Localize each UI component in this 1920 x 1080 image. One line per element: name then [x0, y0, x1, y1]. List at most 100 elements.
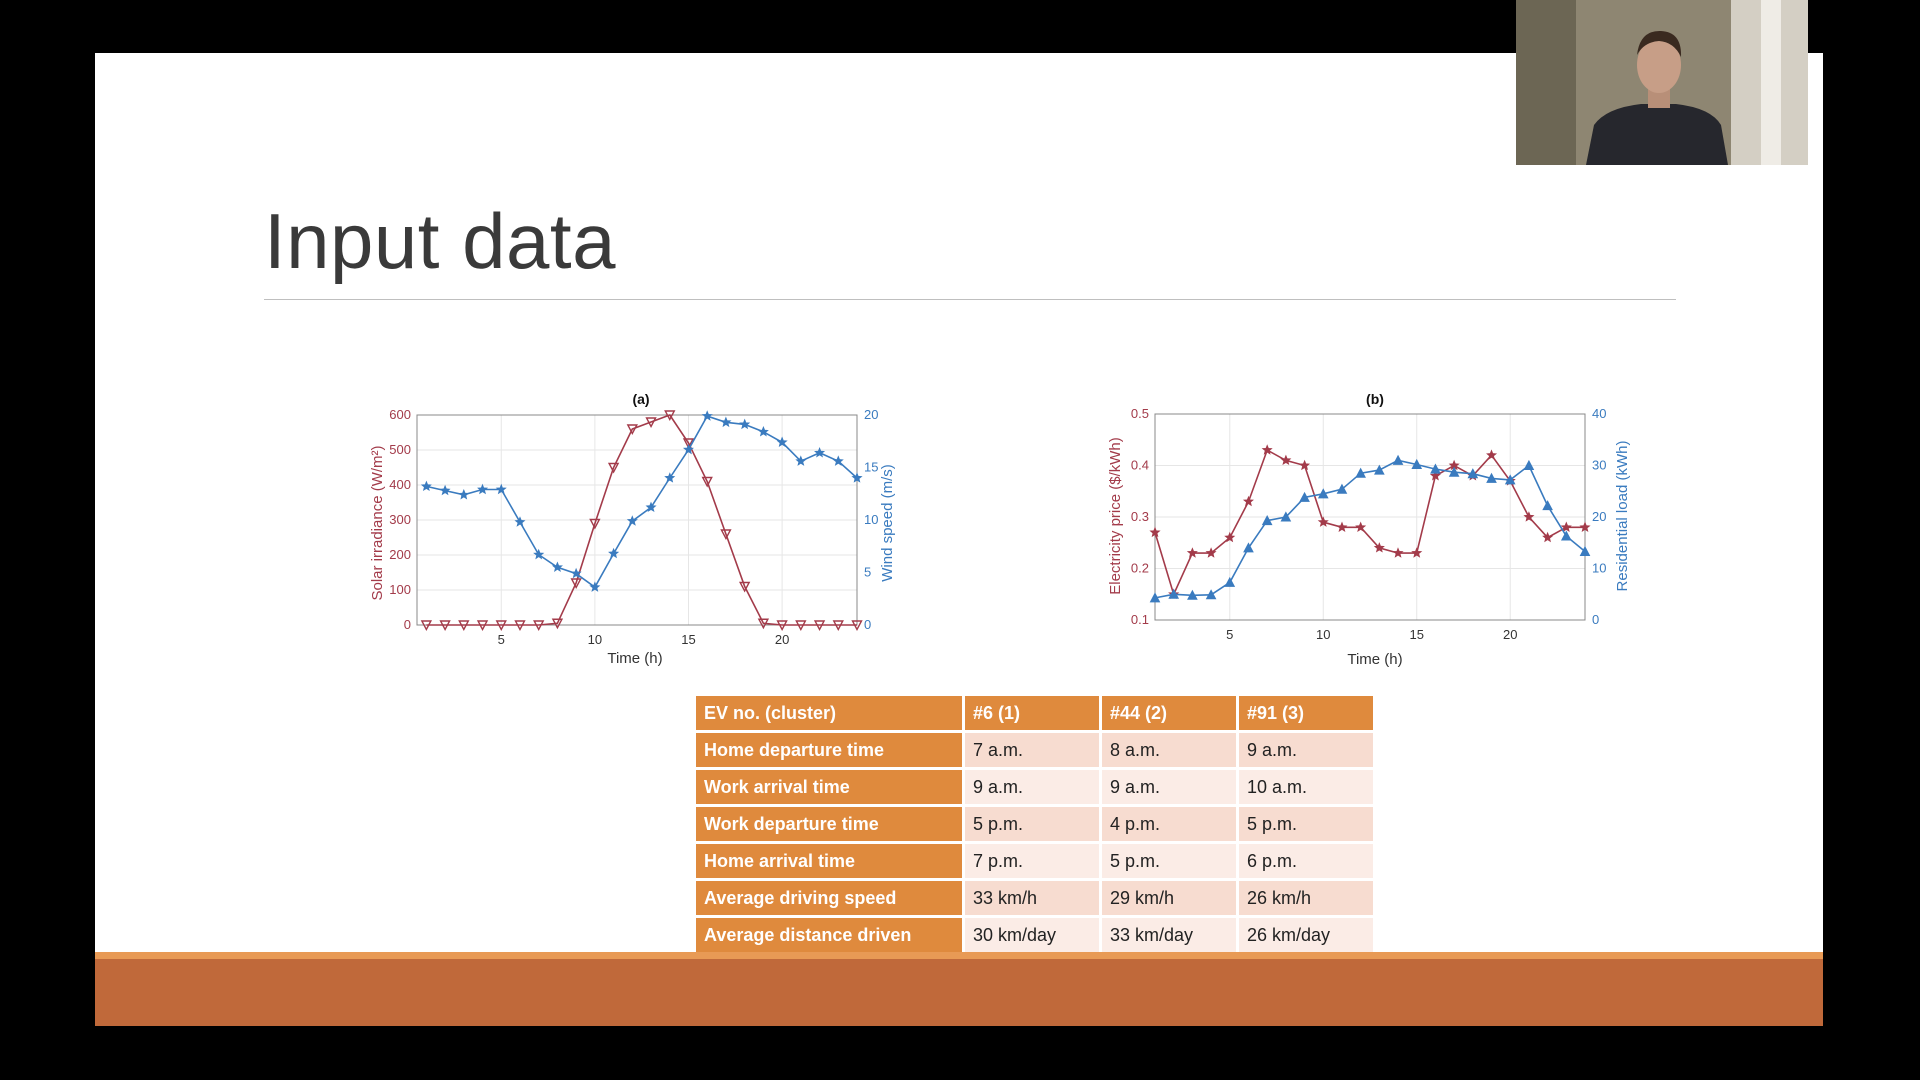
y-tick-label: 400: [389, 477, 411, 492]
data-point-right: [608, 547, 620, 559]
data-point-left: [1336, 521, 1348, 532]
row-label: Home arrival time: [696, 844, 962, 878]
x-tick-label: 5: [1226, 627, 1233, 642]
chart-a-ylabel-left: Solar irradiance (W/m²): [369, 445, 386, 600]
table-cell: 5 p.m.: [1102, 844, 1236, 878]
y2-tick-label: 30: [1592, 458, 1606, 473]
data-point-left: [607, 462, 620, 474]
table-cell: 7 a.m.: [965, 733, 1099, 767]
y-tick-label: 300: [389, 512, 411, 527]
data-point-right: [1486, 472, 1497, 483]
data-point-left: [1523, 511, 1535, 522]
data-point-right: [626, 515, 638, 526]
table-header-cell: #91 (3): [1239, 696, 1373, 730]
data-point-right: [1467, 468, 1479, 479]
y2-tick-label: 20: [864, 407, 878, 422]
data-point-left: [645, 417, 657, 428]
data-point-right: [739, 418, 751, 430]
table-cell: 26 km/day: [1239, 918, 1373, 952]
y-tick-label: 0.2: [1131, 561, 1149, 576]
data-point-left: [701, 476, 713, 488]
data-point-right: [1317, 488, 1329, 499]
row-label: Average distance driven: [696, 918, 962, 952]
data-point-left: [1186, 547, 1198, 558]
data-point-right: [851, 472, 863, 483]
data-point-left: [1373, 542, 1385, 553]
presenter-video: [1516, 0, 1808, 165]
data-point-right: [533, 548, 545, 560]
data-point-right: [701, 410, 713, 421]
table-header-cell: #44 (2): [1102, 696, 1236, 730]
series-line-right: [1154, 459, 1586, 599]
y2-tick-label: 0: [864, 617, 871, 632]
table-cell: 33 km/day: [1102, 918, 1236, 952]
ev-table: EV no. (cluster) #6 (1) #44 (2) #91 (3) …: [693, 693, 1376, 955]
y-tick-label: 0.4: [1131, 458, 1149, 473]
data-point-right: [1355, 467, 1366, 478]
x-tick-label: 15: [681, 632, 695, 647]
data-point-left: [813, 620, 826, 631]
data-point-left: [570, 578, 582, 589]
y2-tick-label: 15: [864, 460, 878, 475]
x-tick-label: 10: [1316, 627, 1330, 642]
data-point-left: [1149, 526, 1161, 538]
row-label: Home departure time: [696, 733, 962, 767]
x-tick-label: 10: [588, 632, 602, 647]
data-point-left: [1224, 531, 1236, 543]
data-point-left: [533, 620, 545, 631]
data-point-left: [1355, 521, 1367, 532]
chart-b-title: (b): [1366, 391, 1384, 407]
table-cell: 7 p.m.: [965, 844, 1099, 878]
y2-tick-label: 0: [1592, 612, 1599, 627]
data-point-left: [720, 529, 732, 540]
data-point-right: [439, 484, 451, 496]
data-point-left: [514, 620, 526, 631]
data-point-left: [1261, 444, 1273, 455]
table-header-cell: #6 (1): [965, 696, 1099, 730]
table-cell: 9 a.m.: [965, 770, 1099, 804]
data-point-left: [1542, 531, 1554, 543]
plot-frame: [416, 414, 858, 626]
x-tick-label: 20: [775, 632, 789, 647]
y-tick-label: 600: [389, 407, 411, 422]
data-point-right: [1243, 542, 1254, 553]
data-point-left: [439, 620, 451, 631]
chart-b: (b) Time (h) Electricity price ($/kWh) R…: [1107, 391, 1631, 668]
webcam-overlay: [1516, 0, 1808, 165]
chart-a: (a) Time (h) Solar irradiance (W/m²) Win…: [369, 391, 896, 667]
data-point-right: [1542, 500, 1553, 511]
x-tick-label: 5: [498, 632, 505, 647]
chart-a-ylabel-right: Wind speed (m/s): [879, 464, 896, 582]
y2-tick-label: 10: [864, 512, 878, 527]
data-point-right: [1504, 474, 1516, 485]
data-point-left: [1317, 516, 1329, 527]
data-point-left: [757, 618, 770, 630]
data-point-left: [551, 618, 564, 630]
data-point-left: [1205, 547, 1217, 558]
x-tick-label: 15: [1410, 627, 1424, 642]
row-label: Work departure time: [696, 807, 962, 841]
data-point-right: [776, 436, 788, 447]
table-cell: 29 km/h: [1102, 881, 1236, 915]
table-header-cell: EV no. (cluster): [696, 696, 962, 730]
chart-a-xlabel: Time (h): [607, 650, 662, 667]
table-cell: 8 a.m.: [1102, 733, 1236, 767]
y-tick-label: 0.1: [1131, 612, 1149, 627]
data-point-left: [1299, 459, 1311, 471]
y2-tick-label: 10: [1592, 561, 1606, 576]
x-tick-label: 20: [1503, 627, 1517, 642]
data-point-left: [420, 620, 433, 631]
data-point-left: [1560, 521, 1572, 532]
data-point-left: [495, 620, 507, 631]
data-point-right: [551, 561, 563, 572]
data-point-left: [1392, 547, 1404, 558]
y-tick-label: 0: [404, 617, 411, 632]
data-point-right: [1187, 589, 1198, 600]
y2-tick-label: 20: [1592, 509, 1606, 524]
data-point-right: [1205, 589, 1217, 600]
y2-tick-label: 40: [1592, 406, 1606, 421]
table-row: Home departure time 7 a.m. 8 a.m. 9 a.m.: [696, 733, 1373, 767]
data-point-left: [476, 620, 489, 631]
chart-b-ylabel-left: Electricity price ($/kWh): [1107, 437, 1124, 595]
